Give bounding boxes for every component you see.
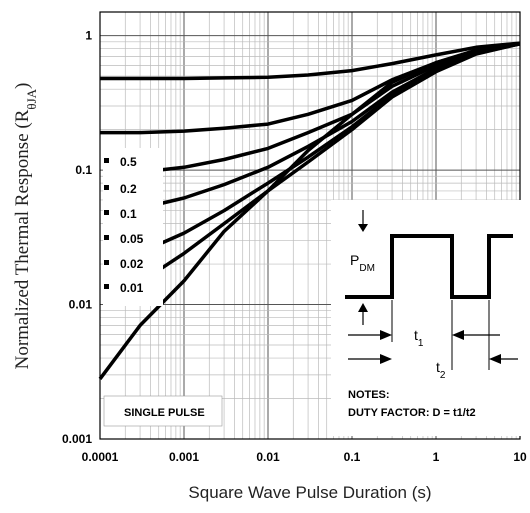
curves xyxy=(98,41,521,380)
x-tick-label: 10 xyxy=(513,450,527,464)
curve-0-1 xyxy=(158,42,521,172)
t2-arrowhead-right xyxy=(489,354,501,364)
single-pulse-box xyxy=(103,395,223,427)
duty-label: 0.02 xyxy=(120,257,144,271)
t1-arrowhead-right xyxy=(452,330,464,340)
duty-marker xyxy=(104,185,109,190)
x-tick-label: 0.01 xyxy=(256,450,280,464)
duty-marker xyxy=(104,235,109,240)
notes-text: DUTY FACTOR: D = t1/t2 xyxy=(348,407,476,419)
y-tick-label: 1 xyxy=(85,29,92,43)
x-axis-title: Square Wave Pulse Duration (s) xyxy=(188,483,431,502)
pdm-arrowhead-up xyxy=(358,303,368,312)
y-tick-label: 0.01 xyxy=(69,298,93,312)
duty-label: 0.05 xyxy=(120,232,144,246)
x-tick-label: 1 xyxy=(433,450,440,464)
y-tick-labels: 0.001 0.01 0.1 1 xyxy=(62,29,92,446)
x-tick-label: 0.1 xyxy=(344,450,361,464)
duty-marker xyxy=(104,158,109,163)
t1-arrowhead-left xyxy=(380,330,392,340)
single-pulse-label: SINGLE PULSE xyxy=(124,407,205,419)
x-tick-labels: 0.0001 0.001 0.01 0.1 1 10 xyxy=(82,450,527,464)
x-tick-label: 0.001 xyxy=(169,450,199,464)
pdm-label: PDM xyxy=(350,252,375,274)
x-tick-label: 0.0001 xyxy=(82,450,119,464)
duty-label: 0.01 xyxy=(120,281,144,295)
t2-arrowhead-left xyxy=(380,354,392,364)
duty-label-backdrop xyxy=(103,148,163,306)
pdm-arrowhead-down xyxy=(358,224,368,232)
t2-label: t2 xyxy=(436,359,446,381)
duty-label: 0.2 xyxy=(120,182,137,196)
duty-marker xyxy=(104,260,109,265)
duty-marker xyxy=(104,284,109,289)
y-tick-label: 0.001 xyxy=(62,432,92,446)
duty-label: 0.5 xyxy=(120,155,137,169)
duty-factor-inset: PDM t1 t2 NOTES: DUTY FACTOR: D = t1/t2 xyxy=(331,200,526,436)
curve-0-01 xyxy=(157,42,521,272)
duty-labels: 0.5 0.2 0.1 0.05 0.02 0.01 xyxy=(104,155,144,295)
curve-single-pulse xyxy=(98,42,521,380)
duty-marker xyxy=(104,210,109,215)
duty-label: 0.1 xyxy=(120,207,137,221)
y-tick-label: 0.1 xyxy=(75,163,92,177)
y-axis-title: Normalized Thermal Response (RθJA) xyxy=(12,83,39,370)
pulse-waveform xyxy=(345,234,513,299)
t1-label: t1 xyxy=(414,327,424,349)
notes-title: NOTES: xyxy=(348,389,390,401)
curve-0-5 xyxy=(100,41,521,81)
